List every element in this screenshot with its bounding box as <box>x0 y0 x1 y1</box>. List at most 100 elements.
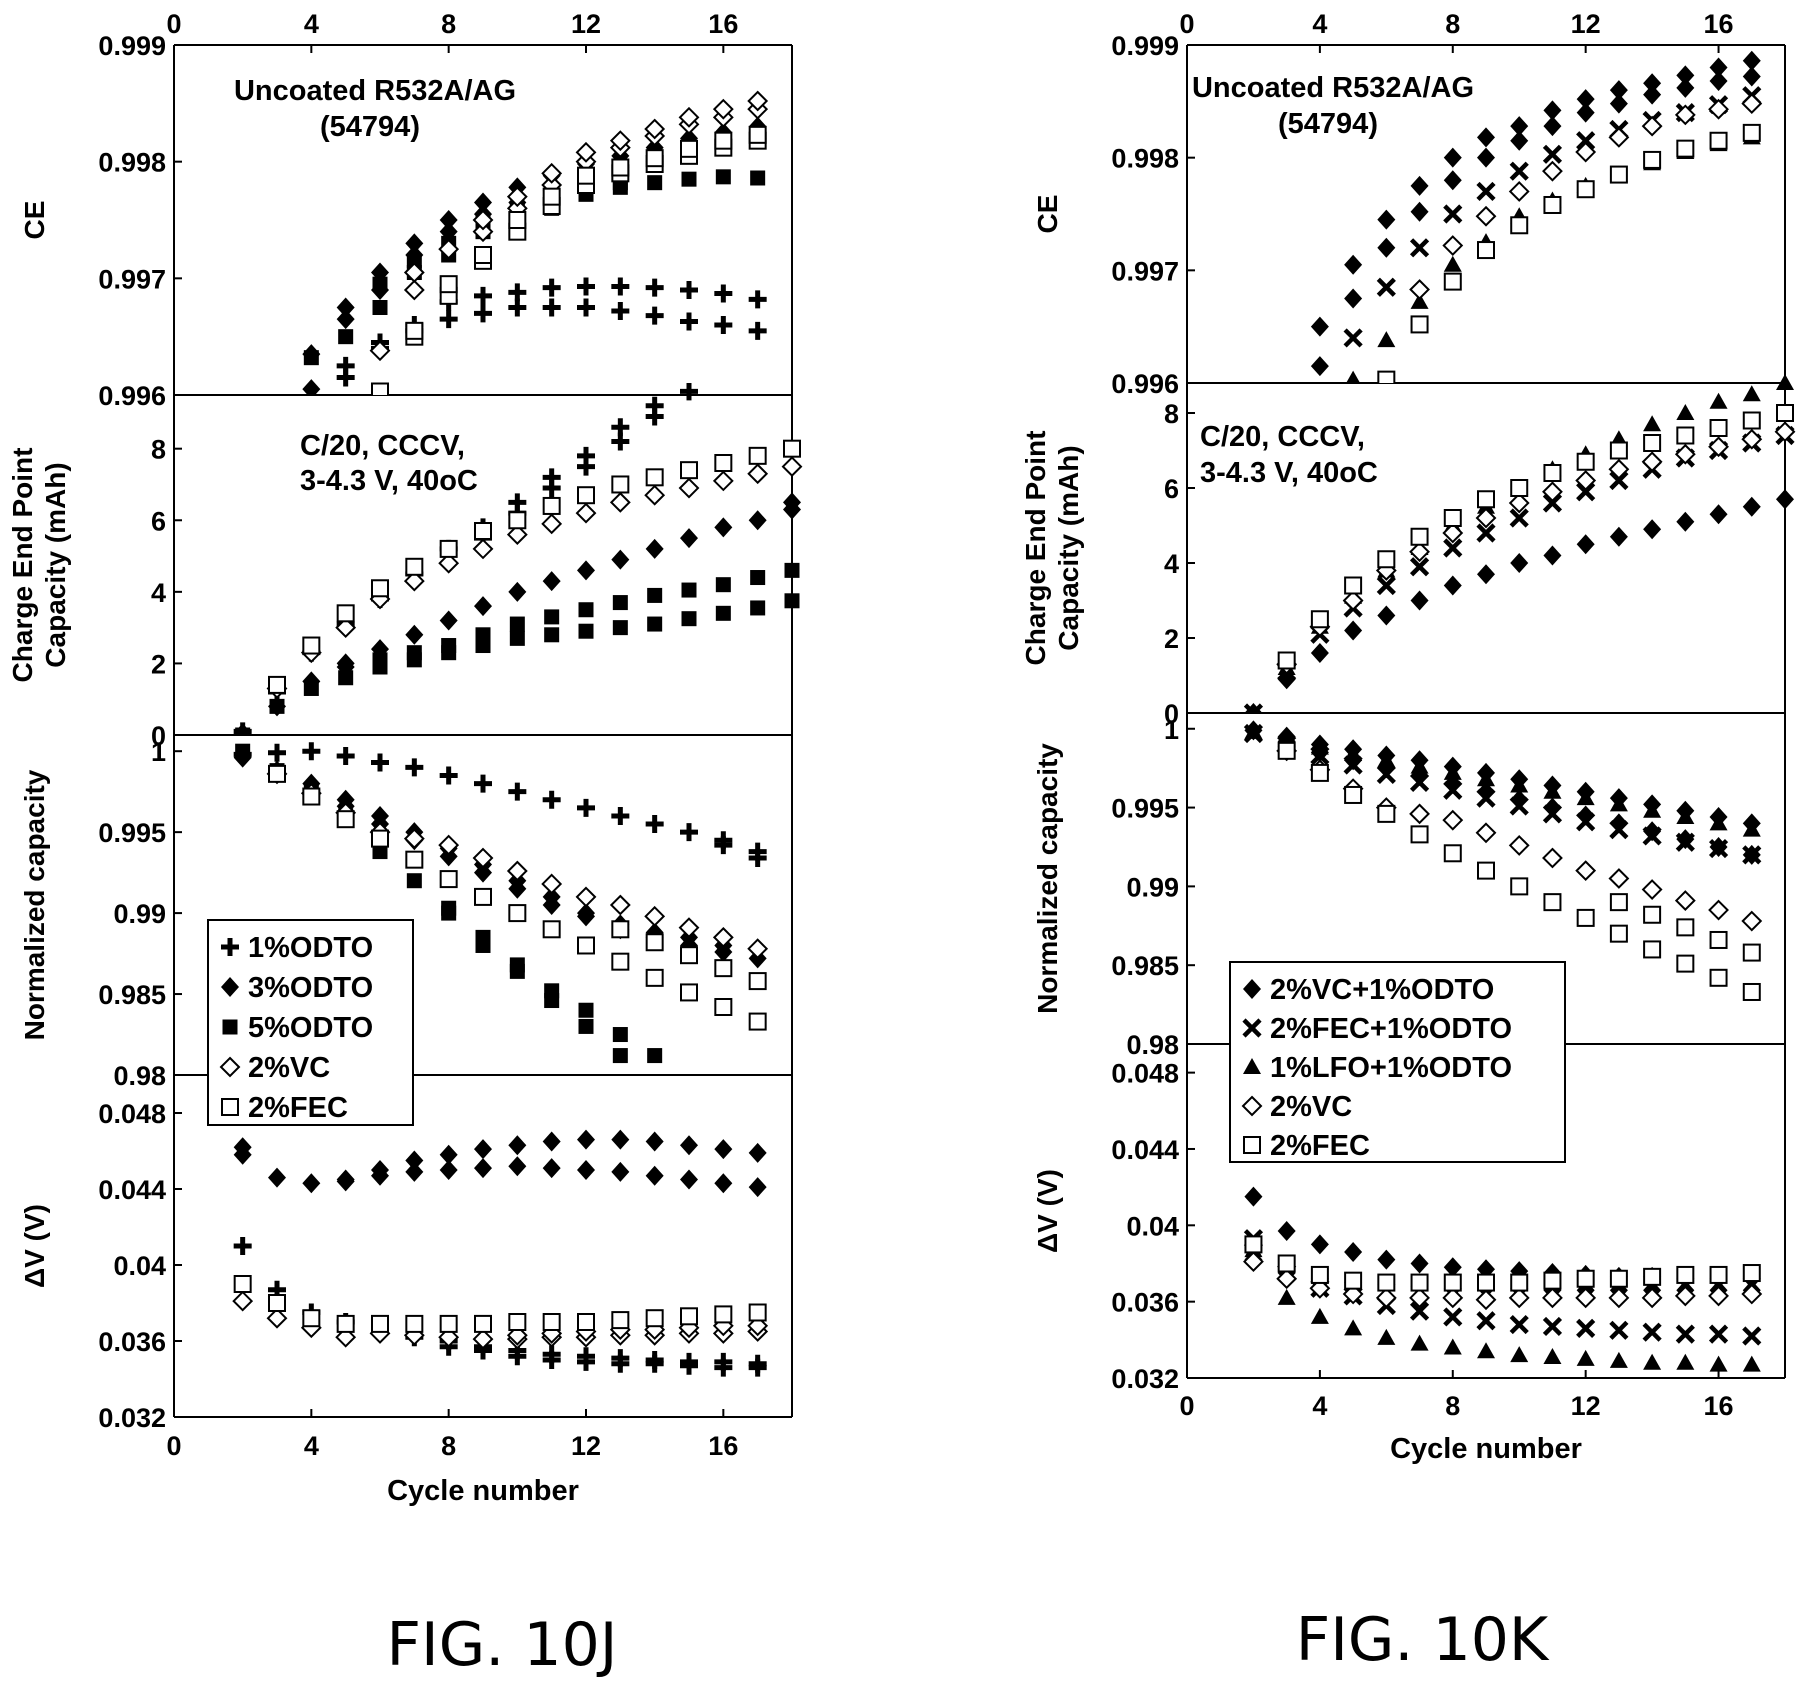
data-point <box>748 849 767 868</box>
data-point <box>509 630 525 646</box>
x-tick-top-label: 16 <box>1704 9 1734 39</box>
legend-marker <box>221 938 239 956</box>
data-point <box>439 310 458 329</box>
data-point <box>714 284 733 303</box>
data-point <box>681 582 697 598</box>
data-point <box>748 510 767 531</box>
data-point <box>714 836 733 855</box>
x-tick-label: 12 <box>571 1431 601 1461</box>
data-point <box>439 766 458 785</box>
series-2-fec <box>268 439 801 694</box>
y-tick-label: 8 <box>151 435 166 465</box>
data-point <box>403 828 425 850</box>
data-point <box>1708 838 1729 859</box>
data-point <box>783 439 801 458</box>
data-point <box>439 846 458 867</box>
data-point <box>1776 404 1794 422</box>
data-point <box>1344 254 1363 275</box>
data-point <box>1443 1273 1462 1292</box>
data-point <box>1377 550 1396 569</box>
y-tick-label: 0.048 <box>98 1099 166 1129</box>
panel-capacity: 8 6 4 2 0 Charge End PointCapacity (mAh) C/20,… <box>1020 374 1796 729</box>
data-point <box>1377 237 1396 258</box>
data-point <box>1542 493 1563 513</box>
data-point <box>1708 1285 1729 1307</box>
data-point <box>1576 131 1596 151</box>
data-point <box>474 246 492 264</box>
data-point <box>438 238 460 260</box>
data-point <box>1643 940 1662 959</box>
data-point <box>508 1156 527 1177</box>
data-point <box>748 1012 767 1031</box>
data-point <box>578 1018 594 1034</box>
data-point <box>1576 789 1595 806</box>
data-point <box>406 873 422 889</box>
data-point <box>1310 610 1329 629</box>
data-point <box>1410 527 1429 546</box>
legend: 2%VC+1%ODTO 2%FEC+1%ODTO 1%LFO+1%ODTO 2%VC 2… <box>1229 961 1566 1163</box>
data-point <box>542 920 561 939</box>
data-point <box>268 764 286 783</box>
data-point <box>369 340 391 362</box>
data-point <box>1243 1251 1264 1272</box>
data-point <box>1344 1271 1363 1290</box>
data-point <box>372 300 388 315</box>
data-point <box>611 1161 630 1182</box>
y-tick-label: 4 <box>151 578 166 608</box>
data-point <box>714 131 733 150</box>
data-point <box>645 1354 664 1373</box>
data-point <box>577 906 595 927</box>
data-point <box>1377 605 1396 626</box>
data-point <box>268 1167 286 1188</box>
data-points <box>1243 1186 1763 1372</box>
data-point <box>645 468 664 487</box>
data-point <box>712 926 734 948</box>
data-point <box>577 1129 595 1150</box>
series-1-lfo-1-odto <box>1244 1241 1761 1372</box>
data-point <box>1277 1221 1296 1242</box>
data-point <box>1708 98 1729 120</box>
data-point <box>1509 796 1529 816</box>
data-point <box>1742 1326 1762 1346</box>
data-point <box>680 1356 698 1375</box>
data-point <box>612 1048 628 1064</box>
data-point <box>714 517 733 538</box>
data-point <box>1310 1265 1329 1284</box>
data-point <box>1443 763 1462 780</box>
data-point <box>714 316 733 334</box>
data-point <box>1377 370 1396 383</box>
data-point <box>1377 751 1396 768</box>
data-point <box>1709 419 1728 437</box>
data-point <box>680 823 698 842</box>
data-point <box>405 1150 424 1171</box>
data-point <box>509 616 525 632</box>
data-point <box>1375 1287 1397 1309</box>
data-point <box>475 627 491 643</box>
data-point <box>1742 982 1761 1001</box>
y-axis-label: Normalized capacity <box>1032 743 1063 1014</box>
data-point <box>1443 780 1463 800</box>
y-tick-label: 6 <box>1164 474 1179 504</box>
data-point <box>1709 504 1728 525</box>
data-point <box>714 1358 733 1377</box>
data-point <box>644 118 666 140</box>
data-point <box>645 538 664 559</box>
data-point <box>715 169 731 185</box>
data-point <box>1477 241 1495 260</box>
data-point <box>1576 1349 1595 1366</box>
data-point <box>1410 292 1429 309</box>
data-point <box>645 968 664 987</box>
data-point <box>647 1048 663 1064</box>
data-point <box>1676 918 1695 937</box>
data-point <box>1477 861 1495 880</box>
data-point <box>611 1354 630 1373</box>
data-point <box>577 1352 595 1371</box>
data-point <box>1409 557 1430 577</box>
series-2-fec <box>1377 123 1761 383</box>
data-point <box>508 904 527 923</box>
data-point <box>680 281 698 299</box>
y-tick-label: 0.04 <box>1126 1211 1179 1241</box>
data-point <box>644 484 666 506</box>
data-point <box>714 1139 733 1160</box>
data-points <box>302 90 769 395</box>
